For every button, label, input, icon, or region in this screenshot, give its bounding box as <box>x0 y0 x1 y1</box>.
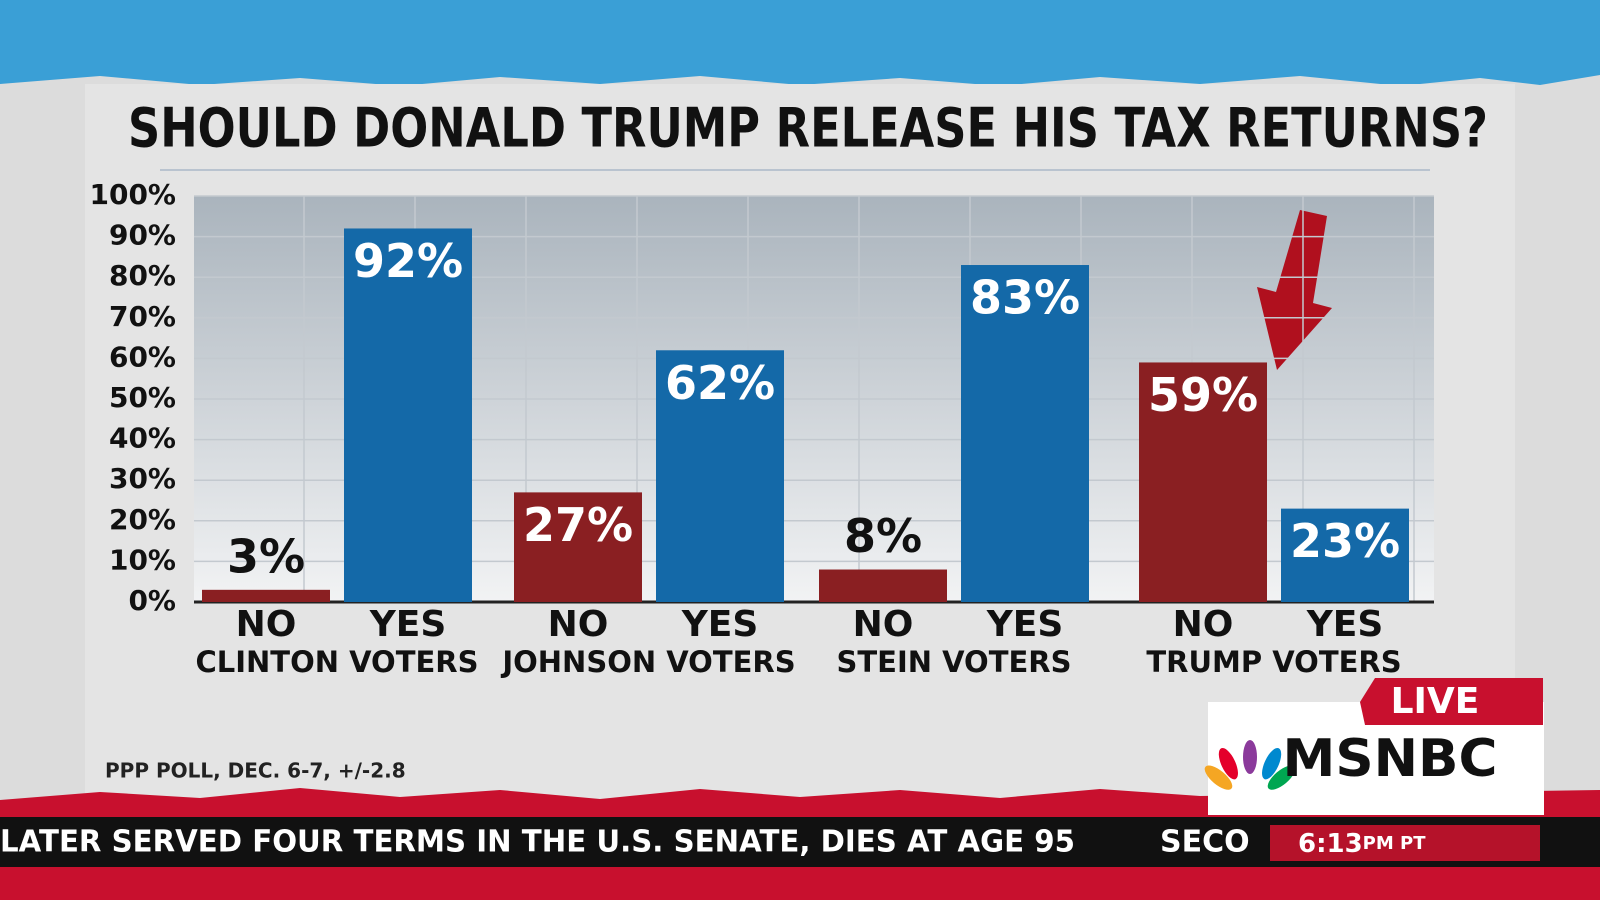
y-tick-label: 10% <box>109 543 176 576</box>
value-label: 3% <box>227 529 305 583</box>
y-tick-label: 80% <box>109 259 176 292</box>
top-band <box>0 0 1600 86</box>
y-tick-label: 100% <box>89 178 176 211</box>
series-label: YES <box>1306 604 1384 645</box>
y-tick-label: 90% <box>109 219 176 252</box>
x-tick-label: STEIN VOTERS <box>836 645 1071 679</box>
value-label: 92% <box>353 234 463 288</box>
time: 6:13PM PT <box>1298 829 1426 859</box>
bar <box>656 350 784 602</box>
chart-title: SHOULD DONALD TRUMP RELEASE HIS TAX RETU… <box>128 97 1488 160</box>
value-label: 27% <box>523 498 633 552</box>
y-tick-label: 50% <box>109 381 176 414</box>
x-tick-label: CLINTON VOTERS <box>195 645 478 679</box>
network-logo: MSNBC <box>1283 729 1498 789</box>
live-label: LIVE <box>1391 681 1480 722</box>
series-label: NO <box>1173 604 1234 645</box>
time-suffix: PM PT <box>1363 833 1427 854</box>
y-tick-label: 30% <box>109 462 176 495</box>
source: PPP POLL, DEC. 6-7, +/-2.8 <box>105 759 406 783</box>
ticker-next: SECO <box>1160 825 1250 860</box>
value-label: 59% <box>1148 368 1258 422</box>
bar <box>1139 362 1267 602</box>
x-tick-label: JOHNSON VOTERS <box>500 645 795 679</box>
series-label: YES <box>369 604 447 645</box>
y-tick-label: 60% <box>109 340 176 373</box>
y-tick-label: 70% <box>109 300 176 333</box>
series-label: NO <box>853 604 914 645</box>
ticker-text: LATER SERVED FOUR TERMS IN THE U.S. SENA… <box>0 825 1075 860</box>
bar <box>961 265 1089 602</box>
value-label: 62% <box>665 356 775 410</box>
peacock <box>1204 740 1296 790</box>
value-label: 83% <box>970 271 1080 325</box>
bar <box>514 492 642 602</box>
y-tick-label: 40% <box>109 422 176 455</box>
y-tick-label: 20% <box>109 503 176 536</box>
arrow <box>1257 210 1332 370</box>
series-label: NO <box>548 604 609 645</box>
bar <box>344 228 472 603</box>
live-box <box>1360 678 1543 725</box>
value-label: 23% <box>1290 514 1400 568</box>
series-label: NO <box>236 604 297 645</box>
y-tick-label: 0% <box>128 584 176 617</box>
time-box <box>1270 825 1540 861</box>
series-label: YES <box>681 604 759 645</box>
value-label: 8% <box>844 509 922 563</box>
time-value: 6:13 <box>1298 829 1363 859</box>
bar <box>202 589 330 602</box>
series-label: YES <box>986 604 1064 645</box>
bar <box>819 569 947 602</box>
bar <box>1281 508 1409 602</box>
x-tick-label: TRUMP VOTERS <box>1146 645 1401 679</box>
